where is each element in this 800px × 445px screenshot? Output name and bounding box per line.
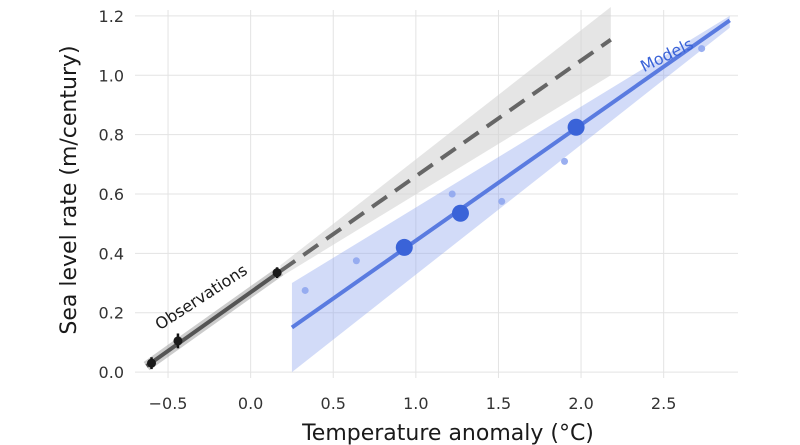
x-tick-label: 0.5 xyxy=(321,394,346,413)
model-member-point xyxy=(448,190,456,198)
x-tick-label: −0.5 xyxy=(149,394,188,413)
x-tick-label: 1.0 xyxy=(403,394,428,413)
y-tick-label: 1.2 xyxy=(99,7,124,26)
observations-extrapolation-band xyxy=(280,7,611,278)
model-member-point xyxy=(301,286,309,294)
observations-fit-line xyxy=(145,269,282,368)
y-tick-label: 0.4 xyxy=(99,244,124,263)
models-fit-line xyxy=(290,18,731,330)
observation-point xyxy=(147,358,157,368)
observations-extrapolation-line xyxy=(279,38,612,273)
observation-point xyxy=(272,268,282,278)
y-axis-label: Sea level rate (m/century) xyxy=(57,45,82,334)
model-mean-point xyxy=(567,118,585,136)
x-tick-label: 1.5 xyxy=(486,394,511,413)
y-tick-label: 0.2 xyxy=(99,304,124,323)
data-points xyxy=(147,45,706,370)
model-member-point xyxy=(698,45,706,53)
y-tick-label: 0.0 xyxy=(99,363,124,382)
model-mean-point xyxy=(395,238,413,256)
model-member-point xyxy=(352,257,360,265)
model-member-point xyxy=(561,157,569,165)
models-uncertainty-band xyxy=(291,15,730,373)
model-mean-point xyxy=(451,204,469,222)
x-tick-label: 2.0 xyxy=(568,394,593,413)
y-tick-label: 0.6 xyxy=(99,185,124,204)
x-axis-label: Temperature anomaly (°C) xyxy=(301,421,594,445)
y-tick-label: 1.0 xyxy=(99,66,124,85)
y-tick-label: 0.8 xyxy=(99,126,124,145)
tick-labels: −0.5 0.0 0.5 1.0 1.5 2.0 2.5 0.0 0.2 0.4 0.6 0.8 1.0… xyxy=(99,7,677,413)
model-member-point xyxy=(498,197,506,205)
x-tick-label: 0.0 xyxy=(238,394,263,413)
observation-point xyxy=(173,336,183,346)
x-tick-label: 2.5 xyxy=(651,394,676,413)
fit-lines xyxy=(145,18,731,368)
